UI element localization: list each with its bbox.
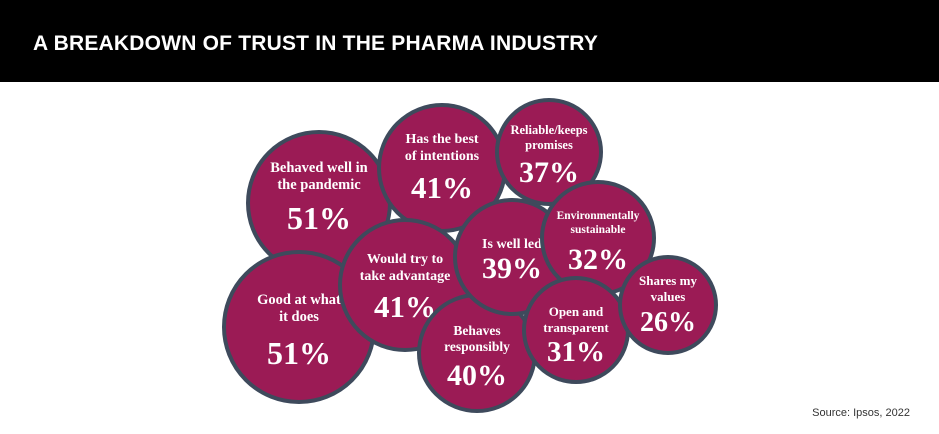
bubble-label: the pandemic: [277, 177, 361, 193]
bubble-label: values: [651, 289, 686, 304]
bubble-value: 31%: [547, 336, 605, 368]
bubble-value: 51%: [287, 200, 351, 236]
bubble-label: Environmentally: [557, 210, 640, 222]
bubble-label: Good at what: [257, 292, 341, 308]
bubble: Environmentally sustainable 32%: [540, 180, 656, 296]
bubble-circle: [495, 98, 603, 206]
bubble-label: of intentions: [405, 149, 480, 164]
bubble-value: 41%: [374, 289, 436, 324]
source-note: Source: Ipsos, 2022: [812, 407, 910, 419]
bubble-label: Behaves: [453, 323, 500, 338]
bubble-value: 39%: [482, 252, 542, 285]
bubble-value: 51%: [267, 335, 331, 371]
bubble-label: Reliable/keeps: [510, 123, 587, 137]
bubble-label: promises: [525, 138, 573, 152]
bubble-value: 26%: [640, 307, 696, 338]
bubble-value: 32%: [568, 243, 628, 276]
bubble-value: 41%: [411, 170, 473, 205]
bubble-label: transparent: [543, 320, 609, 335]
bubble-label: responsibly: [444, 339, 510, 354]
bubble-label: Has the best: [405, 132, 478, 147]
header-bar: A BREAKDOWN OF TRUST IN THE PHARMA INDUS…: [0, 0, 939, 82]
chart-title: A BREAKDOWN OF TRUST IN THE PHARMA INDUS…: [33, 32, 599, 55]
bubble-label: it does: [279, 309, 319, 325]
bubble: Would try to take advantage 41%: [338, 218, 472, 352]
bubble-label: Would try to: [367, 252, 443, 267]
bubble-label: Behaved well in: [270, 160, 367, 176]
bubble-label: take advantage: [360, 269, 451, 284]
bubble-label: Is well led: [482, 237, 542, 252]
bubble-label: Shares my: [639, 273, 697, 288]
bubble-value: 40%: [447, 359, 507, 392]
bubble-circle: [618, 255, 718, 355]
bubble-value: 37%: [519, 156, 579, 189]
bubble-label: Open and: [549, 304, 604, 319]
bubble-label: sustainable: [571, 224, 626, 236]
